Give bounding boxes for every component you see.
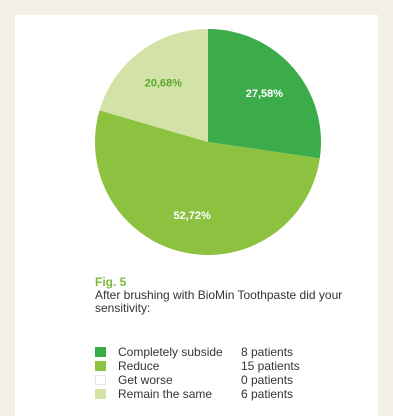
- slice-data-label: 27,58%: [246, 88, 284, 100]
- legend-count: 6 patients: [241, 387, 294, 401]
- slice-data-label: 52,72%: [173, 210, 211, 222]
- pie-slice-reduce: [94, 110, 320, 256]
- legend-label: Reduce: [118, 359, 160, 373]
- pie-chart: 27,58% 52,72% 20,68%: [94, 29, 322, 256]
- figure-label: Fig. 5: [95, 275, 127, 289]
- legend-item-remain-the-same: Remain the same 6 patients: [95, 387, 365, 401]
- legend-swatch-reduce: [95, 361, 106, 371]
- legend: Completely subside 8 patients Reduce 15 …: [95, 345, 365, 401]
- figure-caption: Fig. 5 After brushing with BioMin Toothp…: [95, 276, 345, 315]
- pie-slice-completely-subside: [208, 29, 322, 159]
- legend-item-get-worse: Get worse 0 patients: [95, 373, 365, 387]
- legend-item-reduce: Reduce 15 patients: [95, 359, 365, 373]
- figure-card: 27,58% 52,72% 20,68% Fig. 5 After brushing…: [15, 15, 378, 416]
- legend-count: 8 patients: [241, 345, 294, 359]
- legend-count: 0 patients: [241, 373, 294, 387]
- legend-item-completely-subside: Completely subside 8 patients: [95, 345, 365, 359]
- slice-data-label: 20,68%: [145, 77, 183, 89]
- pie-slice-remain-the-same: [99, 29, 208, 142]
- legend-label: Completely subside: [118, 345, 223, 359]
- legend-swatch-remain-the-same: [95, 389, 106, 399]
- legend-label: Remain the same: [118, 387, 213, 401]
- figure-description: After brushing with BioMin Toothpaste di…: [95, 288, 343, 315]
- legend-swatch-get-worse: [95, 375, 106, 385]
- legend-swatch-completely-subside: [95, 347, 106, 357]
- legend-count: 15 patients: [241, 359, 300, 373]
- legend-label: Get worse: [118, 373, 173, 387]
